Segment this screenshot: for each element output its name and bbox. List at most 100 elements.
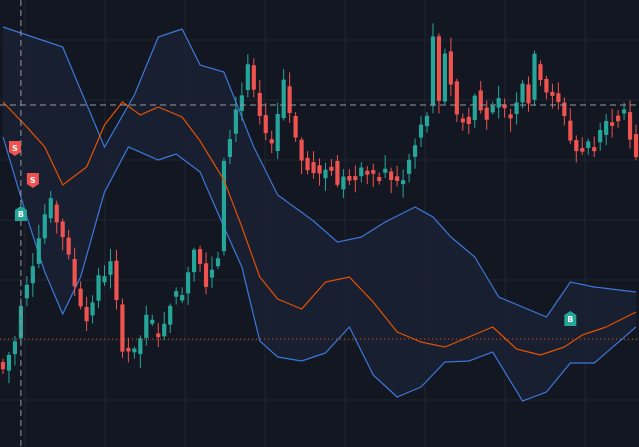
candle-body-22	[132, 348, 137, 353]
candle-body-45	[269, 139, 274, 144]
candle-body-14	[84, 307, 89, 322]
candle-body-23	[138, 338, 143, 355]
candle-body-52	[311, 162, 316, 174]
candle-body-61	[365, 170, 370, 175]
candle-body-44	[263, 115, 268, 134]
candle-body-95	[568, 120, 573, 141]
trade-marker-label-0: S	[12, 144, 18, 153]
candle-body-28	[168, 305, 173, 325]
candle-body-10	[60, 221, 65, 238]
candle-body-78	[466, 116, 471, 124]
candle-body-12	[72, 258, 77, 287]
candle-body-106	[633, 134, 639, 158]
candle-body-73	[436, 36, 442, 101]
candle-body-81	[484, 107, 489, 120]
trade-marker-sell-0: S	[8, 141, 21, 156]
candle-body-26	[156, 333, 161, 338]
candle-body-9	[54, 204, 59, 223]
bollinger-band	[2, 26, 637, 402]
candle-body-32	[191, 249, 197, 273]
candle-body-83	[496, 98, 501, 108]
candle-body-65	[389, 171, 394, 181]
candle-body-39	[233, 109, 238, 134]
candle-body-15	[90, 302, 95, 316]
candle-body-54	[323, 169, 328, 179]
candle-body-53	[317, 165, 322, 174]
candle-body-46	[275, 113, 280, 152]
trade-marker-label-2: B	[18, 210, 24, 219]
candle-body-103	[616, 115, 621, 122]
trade-marker-buy-3: B	[564, 311, 577, 326]
candle-body-59	[353, 176, 358, 181]
candle-body-1	[6, 354, 12, 371]
candle-body-34	[203, 263, 209, 287]
candle-body-40	[239, 95, 244, 111]
candle-body-7	[42, 214, 47, 239]
candle-body-18	[108, 261, 113, 275]
candle-body-35	[209, 269, 215, 278]
candle-body-67	[401, 180, 406, 185]
candle-body-76	[454, 81, 459, 115]
band-basis-line	[2, 101, 637, 356]
candle-body-56	[335, 160, 340, 185]
candle-body-49	[293, 115, 298, 138]
candle-body-102	[610, 122, 615, 126]
candle-body-64	[383, 168, 388, 173]
candle-body-31	[186, 272, 191, 294]
candle-body-0	[0, 362, 6, 370]
candle-body-92	[550, 91, 555, 96]
candle-body-90	[538, 64, 543, 80]
candle-body-82	[490, 105, 495, 113]
candle-body-41	[245, 64, 250, 91]
candle-body-8	[48, 198, 53, 219]
candle-body-74	[442, 53, 448, 102]
candle-body-25	[150, 319, 155, 324]
candle-body-47	[281, 79, 286, 119]
candle-body-27	[162, 323, 167, 337]
candle-body-89	[532, 53, 537, 100]
candle-body-104	[621, 109, 627, 114]
candle-body-97	[580, 148, 585, 152]
candle-body-75	[448, 51, 453, 85]
trade-marker-buy-2: B	[14, 206, 27, 221]
trade-markers: S S B B	[8, 141, 577, 326]
trade-marker-shape-2	[14, 206, 27, 221]
candle-body-19	[114, 260, 119, 300]
candle-body-100	[598, 130, 603, 143]
candle-body-60	[359, 167, 364, 177]
candle-body-42	[251, 65, 256, 90]
candle-body-85	[508, 114, 513, 119]
band-fill	[3, 27, 636, 401]
candle-body-17	[102, 276, 107, 283]
candle-body-6	[36, 238, 41, 264]
candle-body-29	[174, 291, 179, 297]
candle-body-66	[395, 176, 400, 181]
candle-body-24	[144, 314, 149, 338]
trade-marker-shape-1	[26, 173, 39, 188]
candle-body-96	[574, 140, 579, 152]
candle-body-33	[197, 249, 203, 264]
trade-marker-label-1: S	[30, 176, 36, 185]
candle-body-57	[341, 176, 346, 190]
candle-body-63	[377, 176, 382, 181]
trade-marker-shape-3	[564, 311, 577, 326]
candle-body-86	[514, 102, 519, 115]
candle-body-58	[347, 175, 352, 181]
candle-body-30	[180, 295, 185, 301]
candle-body-20	[120, 304, 125, 352]
candle-body-68	[406, 159, 412, 174]
candle-body-87	[520, 83, 525, 103]
candlestick-series	[0, 23, 639, 384]
trade-marker-shape-0	[8, 141, 21, 156]
candle-body-16	[96, 275, 101, 301]
candle-body-79	[472, 95, 477, 121]
candle-body-77	[460, 118, 465, 123]
candle-body-2	[12, 341, 18, 355]
candle-body-11	[66, 237, 71, 255]
candle-body-51	[305, 157, 310, 171]
candle-body-48	[287, 86, 292, 113]
candle-body-94	[562, 102, 567, 117]
candle-body-71	[424, 115, 430, 127]
candle-body-84	[502, 104, 507, 109]
